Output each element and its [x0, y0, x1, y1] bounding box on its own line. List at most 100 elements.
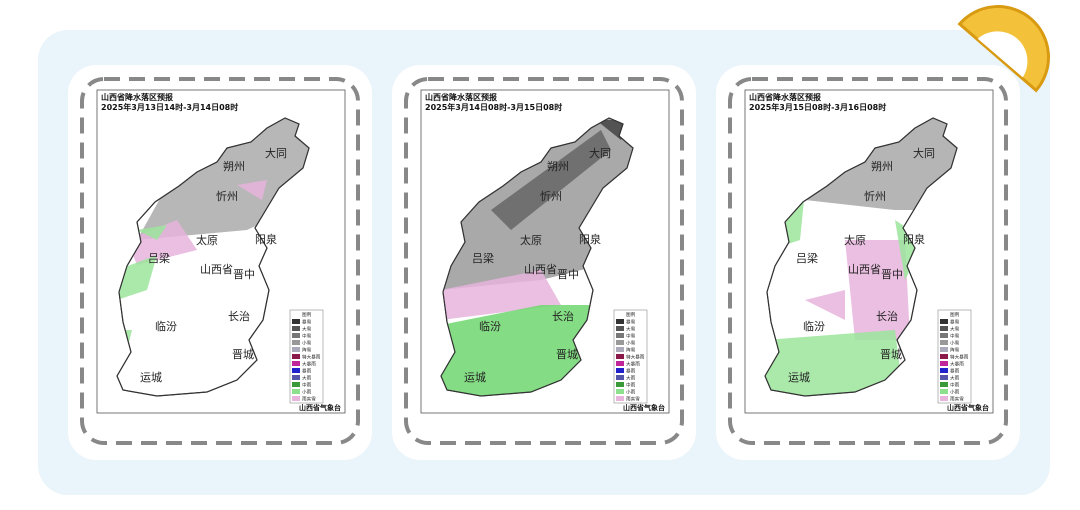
city-label: 晋中	[233, 268, 255, 281]
legend-label: 中雨	[302, 382, 312, 389]
legend-swatch	[940, 382, 948, 387]
city-label: 山西省	[848, 263, 881, 276]
city-label: 朔州	[223, 160, 245, 173]
legend-label: 暴雨	[950, 369, 960, 375]
map-title: 山西省降水落区预报	[425, 92, 497, 102]
legend-label: 大雪	[626, 326, 636, 333]
legend-label: 暴雨	[302, 369, 312, 375]
legend-label: 中雨	[950, 382, 960, 389]
city-label: 朔州	[547, 160, 569, 173]
protractor-icon	[957, 5, 1050, 93]
legend-swatch	[292, 389, 300, 394]
city-label: 大同	[265, 146, 287, 160]
legend-swatch	[616, 333, 624, 338]
city-label: 晋城	[880, 348, 902, 361]
legend-label: 特大暴雨	[950, 354, 969, 361]
city-label: 阳泉	[255, 232, 277, 246]
legend-label: 小雨	[950, 389, 960, 396]
legend-label: 小雨	[626, 389, 636, 396]
city-label: 阳泉	[579, 232, 601, 246]
legend-label: 大雨	[302, 375, 312, 382]
legend-label: 大暴雨	[626, 361, 640, 368]
city-label: 运城	[464, 371, 486, 384]
map-title: 山西省降水落区预报	[101, 92, 173, 102]
map-title: 山西省降水落区预报	[749, 92, 821, 102]
legend-label: 大暴雨	[950, 361, 964, 368]
legend-swatch	[616, 396, 624, 401]
legend-label: 小雪	[950, 340, 960, 347]
map-period: 2025年3月14日08时-3月15日08时	[425, 102, 562, 112]
source: 山西省气象台	[947, 403, 989, 412]
legend-swatch	[292, 326, 300, 331]
legend-title: 图例	[302, 311, 312, 318]
legend-title: 图例	[950, 311, 960, 318]
legend-swatch	[616, 389, 624, 394]
legend-label: 雨夹雪	[302, 396, 316, 403]
legend-label: 暴雪	[626, 320, 636, 326]
legend-swatch	[616, 361, 624, 366]
city-label: 吕梁	[796, 251, 818, 265]
precip-area	[137, 225, 167, 240]
legend-label: 特大暴雨	[302, 354, 321, 361]
legend-swatch	[292, 382, 300, 387]
legend-swatch	[940, 368, 948, 373]
legend-label: 雨夹雪	[626, 396, 640, 403]
legend-swatch	[616, 375, 624, 380]
legend-swatch	[616, 347, 624, 352]
legend-label: 中雪	[302, 333, 312, 340]
city-label: 阳泉	[903, 232, 925, 246]
legend-swatch	[292, 354, 300, 359]
legend-swatch	[292, 340, 300, 345]
legend-swatch	[940, 326, 948, 331]
legend-swatch	[940, 396, 948, 401]
legend-swatch	[940, 354, 948, 359]
city-label: 大同	[913, 146, 935, 160]
city-label: 晋中	[557, 268, 579, 281]
legend-label: 大暴雨	[302, 361, 316, 368]
map-period: 2025年3月15日08时-3月16日08时	[749, 102, 886, 112]
precip-area	[127, 220, 197, 265]
city-label: 长治	[876, 309, 898, 323]
city-label: 吕梁	[472, 251, 494, 265]
dashed-frame	[404, 77, 684, 445]
legend-swatch	[292, 333, 300, 338]
city-label: 临汾	[803, 319, 825, 333]
city-label: 太原	[844, 234, 866, 247]
legend-swatch	[616, 326, 624, 331]
legend-swatch	[292, 347, 300, 352]
precip-area	[805, 290, 845, 320]
legend-swatch	[616, 368, 624, 373]
city-label: 晋中	[881, 268, 903, 281]
city-label: 忻州	[540, 190, 562, 203]
legend-label: 大雨	[950, 375, 960, 382]
legend-label: 小雪	[302, 340, 312, 347]
city-label: 吕梁	[148, 251, 170, 265]
source: 山西省气象台	[623, 403, 665, 412]
legend-label: 中雪	[626, 333, 636, 340]
legend-swatch	[940, 319, 948, 324]
city-label: 山西省	[200, 263, 233, 276]
legend-swatch	[940, 375, 948, 380]
city-label: 长治	[552, 309, 574, 323]
city-label: 晋城	[232, 348, 254, 361]
city-label: 山西省	[524, 263, 557, 276]
legend-label: 暴雨	[626, 369, 636, 375]
legend-label: 中雪	[950, 333, 960, 340]
city-label: 忻州	[216, 190, 238, 203]
legend-label: 暴雪	[950, 320, 960, 326]
province-outline	[116, 117, 310, 397]
legend-label: 特大暴雨	[626, 354, 645, 361]
legend-title: 图例	[626, 311, 636, 318]
precip-area	[237, 180, 267, 200]
city-label: 运城	[788, 371, 810, 384]
legend-label: 中雨	[626, 382, 636, 389]
city-label: 大同	[589, 146, 611, 160]
legend-swatch	[616, 382, 624, 387]
